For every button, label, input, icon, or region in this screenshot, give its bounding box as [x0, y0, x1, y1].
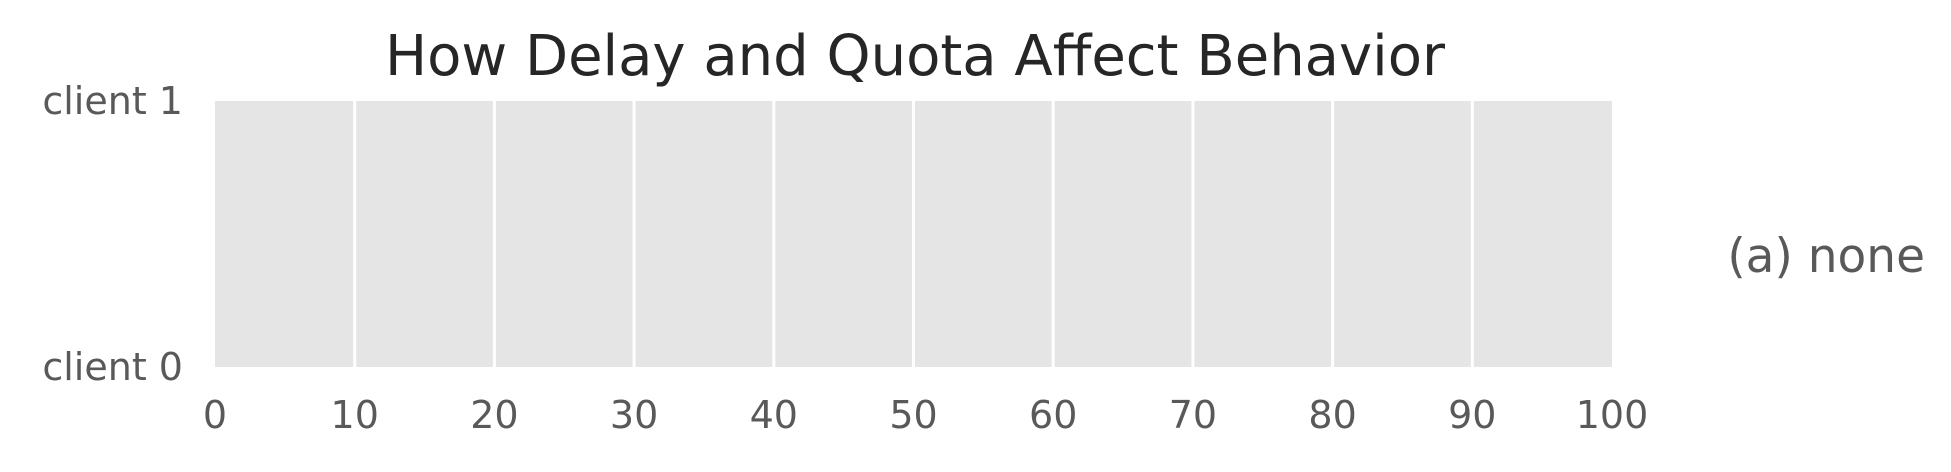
- x-tick-label: 60: [1029, 393, 1077, 437]
- x-tick-label: 10: [331, 393, 379, 437]
- y-axis-tick-labels: client 0 client 1: [42, 79, 183, 389]
- chart-title: How Delay and Quota Affect Behavior: [385, 24, 1446, 89]
- x-tick-label: 0: [203, 393, 227, 437]
- x-tick-label: 70: [1169, 393, 1217, 437]
- x-tick-label: 40: [750, 393, 798, 437]
- x-tick-label: 20: [470, 393, 518, 437]
- grid-lines: [353, 101, 1474, 367]
- x-tick-label: 80: [1308, 393, 1356, 437]
- x-tick-label: 90: [1448, 393, 1496, 437]
- x-tick-label: 50: [889, 393, 937, 437]
- x-tick-label: 30: [610, 393, 658, 437]
- x-tick-label: 100: [1576, 393, 1649, 437]
- y-tick-label: client 0: [42, 345, 183, 389]
- x-axis-tick-labels: 0 10 20 30 40 50 60 70 80 90 100: [203, 393, 1648, 437]
- y-tick-label: client 1: [42, 79, 183, 123]
- panel-label: (a) none: [1727, 229, 1925, 284]
